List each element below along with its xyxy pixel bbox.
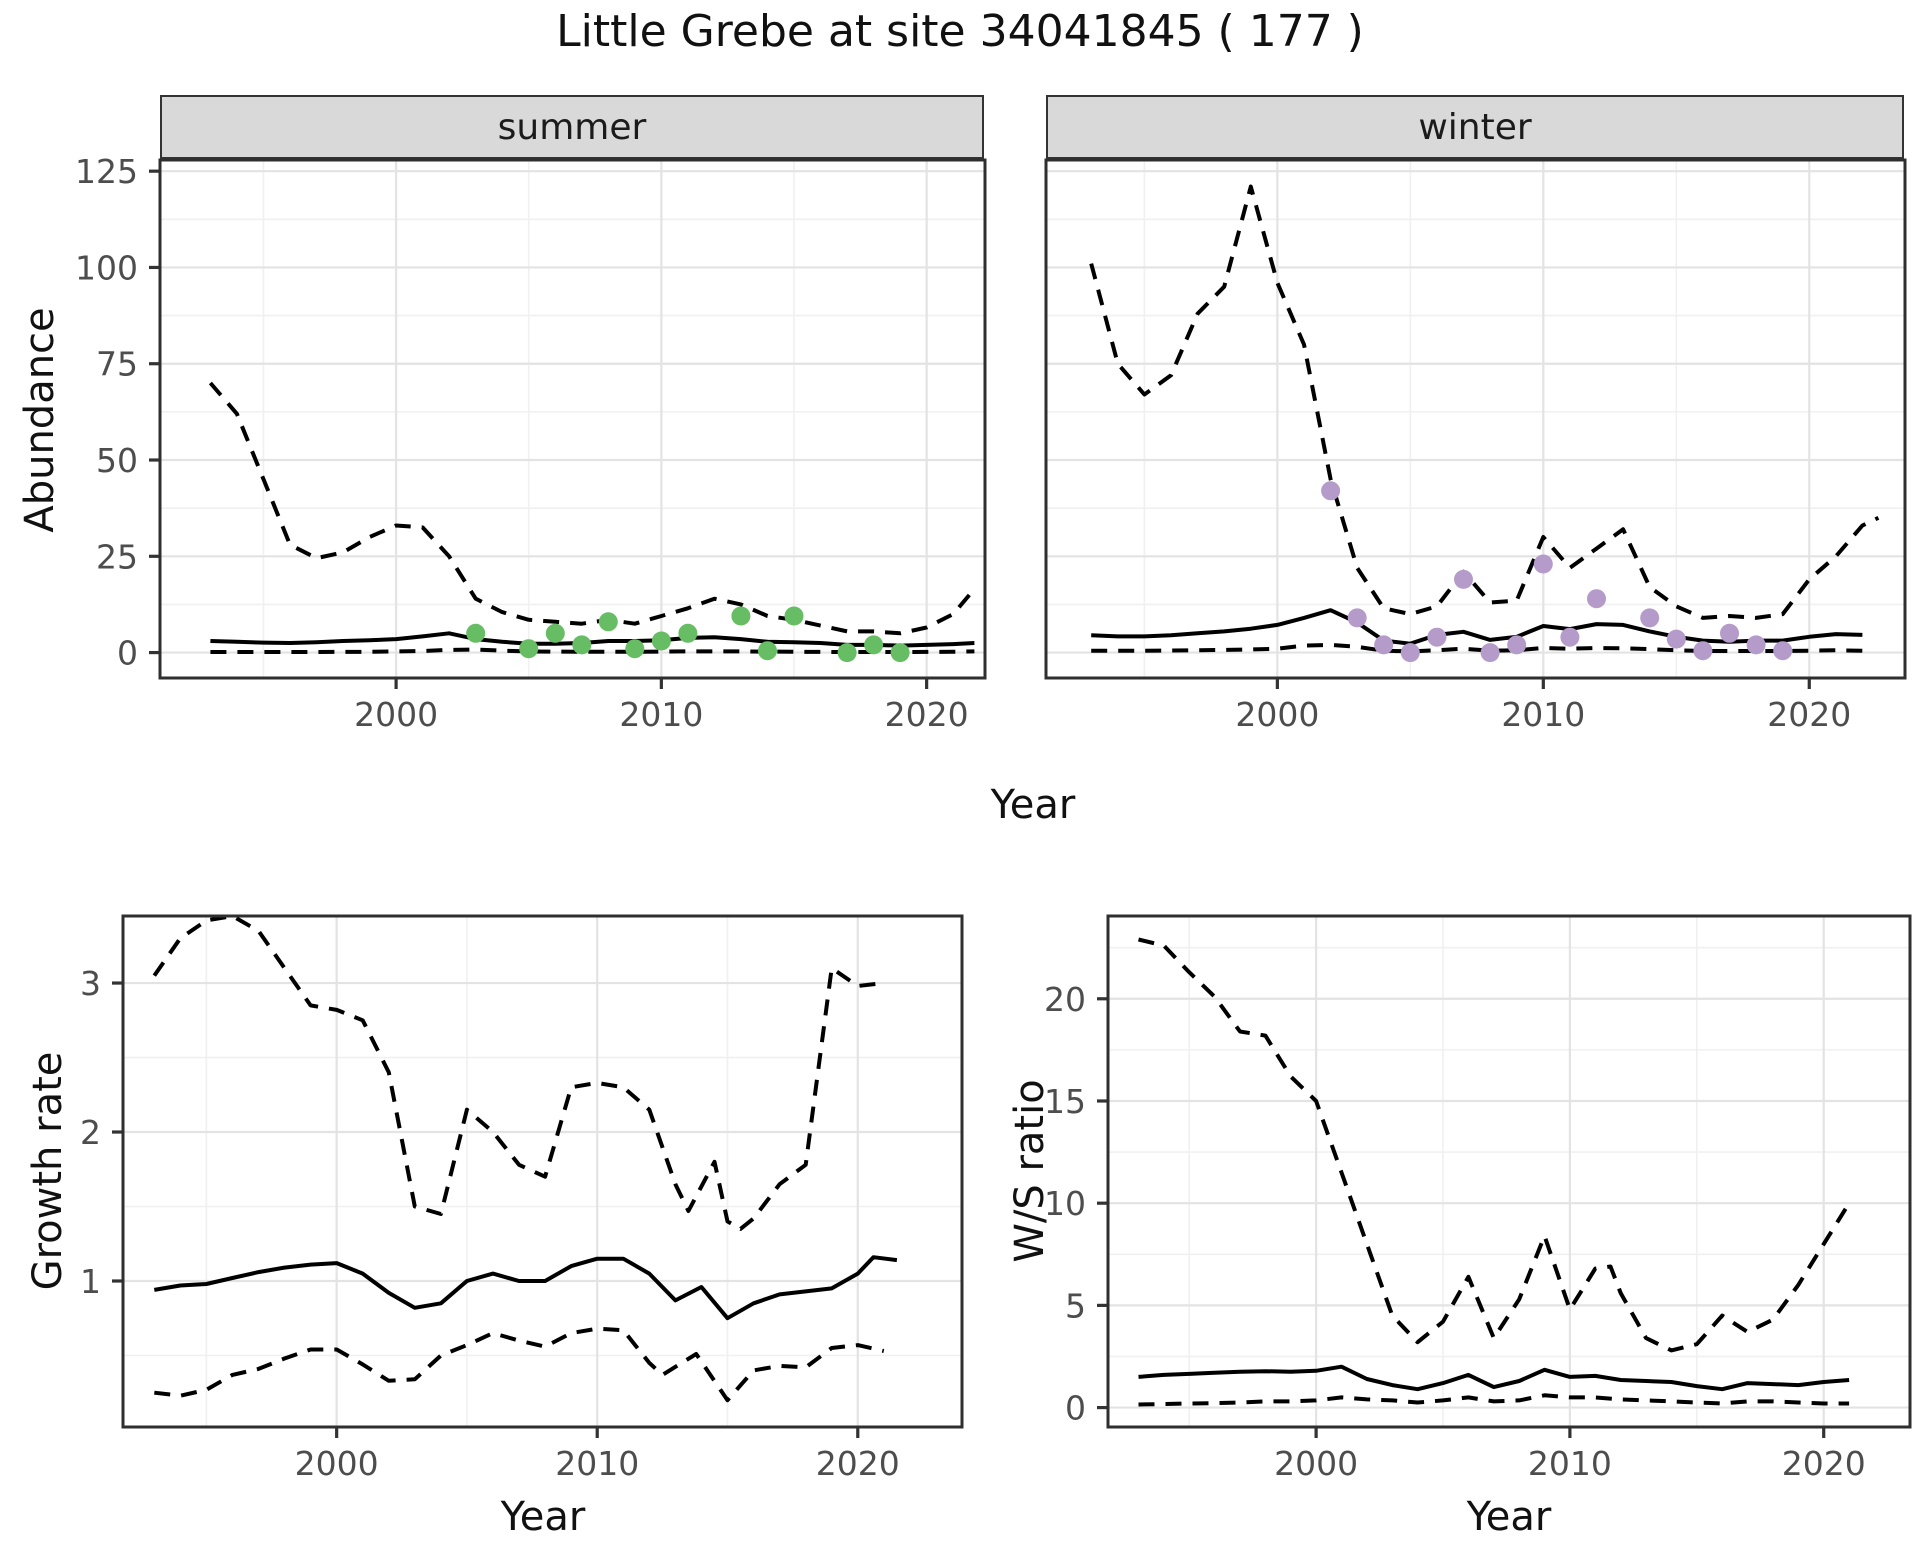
svg-text:2010: 2010 bbox=[1528, 1444, 1612, 1483]
svg-text:2000: 2000 bbox=[1274, 1444, 1358, 1483]
ws-y-axis-label: W/S ratio bbox=[1007, 1079, 1053, 1263]
svg-text:2010: 2010 bbox=[1501, 695, 1585, 734]
svg-text:10: 10 bbox=[1044, 1184, 1086, 1223]
svg-text:2020: 2020 bbox=[816, 1444, 900, 1483]
facet-strip-winter: winter bbox=[1046, 95, 1904, 159]
winter-abundance-panel: 2000 2010 2020 bbox=[1044, 158, 1907, 734]
svg-text:0: 0 bbox=[1065, 1389, 1086, 1428]
summer-abundance-panel: 0 25 50 75 100 125 2000 2010 2020 bbox=[75, 152, 987, 734]
ws-ratio-panel: 0 5 10 15 20 2000 2010 2020 bbox=[1044, 914, 1912, 1483]
abundance-y-axis-label: Abundance bbox=[17, 307, 63, 533]
svg-text:2020: 2020 bbox=[1782, 1444, 1866, 1483]
growth-rate-panel: 1 2 3 2000 2010 2020 bbox=[80, 914, 964, 1483]
svg-text:125: 125 bbox=[75, 152, 138, 191]
svg-text:100: 100 bbox=[75, 248, 138, 287]
growth-x-axis-label: Year bbox=[500, 1494, 586, 1540]
svg-text:2020: 2020 bbox=[885, 695, 969, 734]
growth-y-axis-label: Growth rate bbox=[25, 1051, 71, 1291]
svg-text:2000: 2000 bbox=[295, 1444, 379, 1483]
svg-text:15: 15 bbox=[1044, 1082, 1086, 1121]
svg-text:2: 2 bbox=[80, 1113, 101, 1152]
svg-text:75: 75 bbox=[96, 345, 138, 384]
svg-text:2010: 2010 bbox=[619, 695, 703, 734]
svg-text:1: 1 bbox=[80, 1262, 101, 1301]
svg-text:20: 20 bbox=[1044, 980, 1086, 1019]
svg-text:0: 0 bbox=[117, 634, 138, 673]
facet-strip-summer-label: summer bbox=[497, 106, 647, 148]
plot-title: Little Grebe at site 34041845 ( 177 ) bbox=[556, 6, 1364, 57]
svg-text:2010: 2010 bbox=[555, 1444, 639, 1483]
facet-strip-winter-label: winter bbox=[1418, 106, 1532, 148]
svg-text:2020: 2020 bbox=[1767, 695, 1851, 734]
svg-text:5: 5 bbox=[1065, 1286, 1086, 1325]
svg-text:50: 50 bbox=[96, 441, 138, 480]
svg-text:25: 25 bbox=[96, 537, 138, 576]
top-x-axis-label: Year bbox=[990, 782, 1076, 828]
ws-x-axis-label: Year bbox=[1466, 1494, 1552, 1540]
facet-strip-summer: summer bbox=[160, 95, 984, 159]
svg-text:2000: 2000 bbox=[354, 695, 438, 734]
svg-text:2000: 2000 bbox=[1235, 695, 1319, 734]
svg-text:3: 3 bbox=[80, 964, 101, 1003]
